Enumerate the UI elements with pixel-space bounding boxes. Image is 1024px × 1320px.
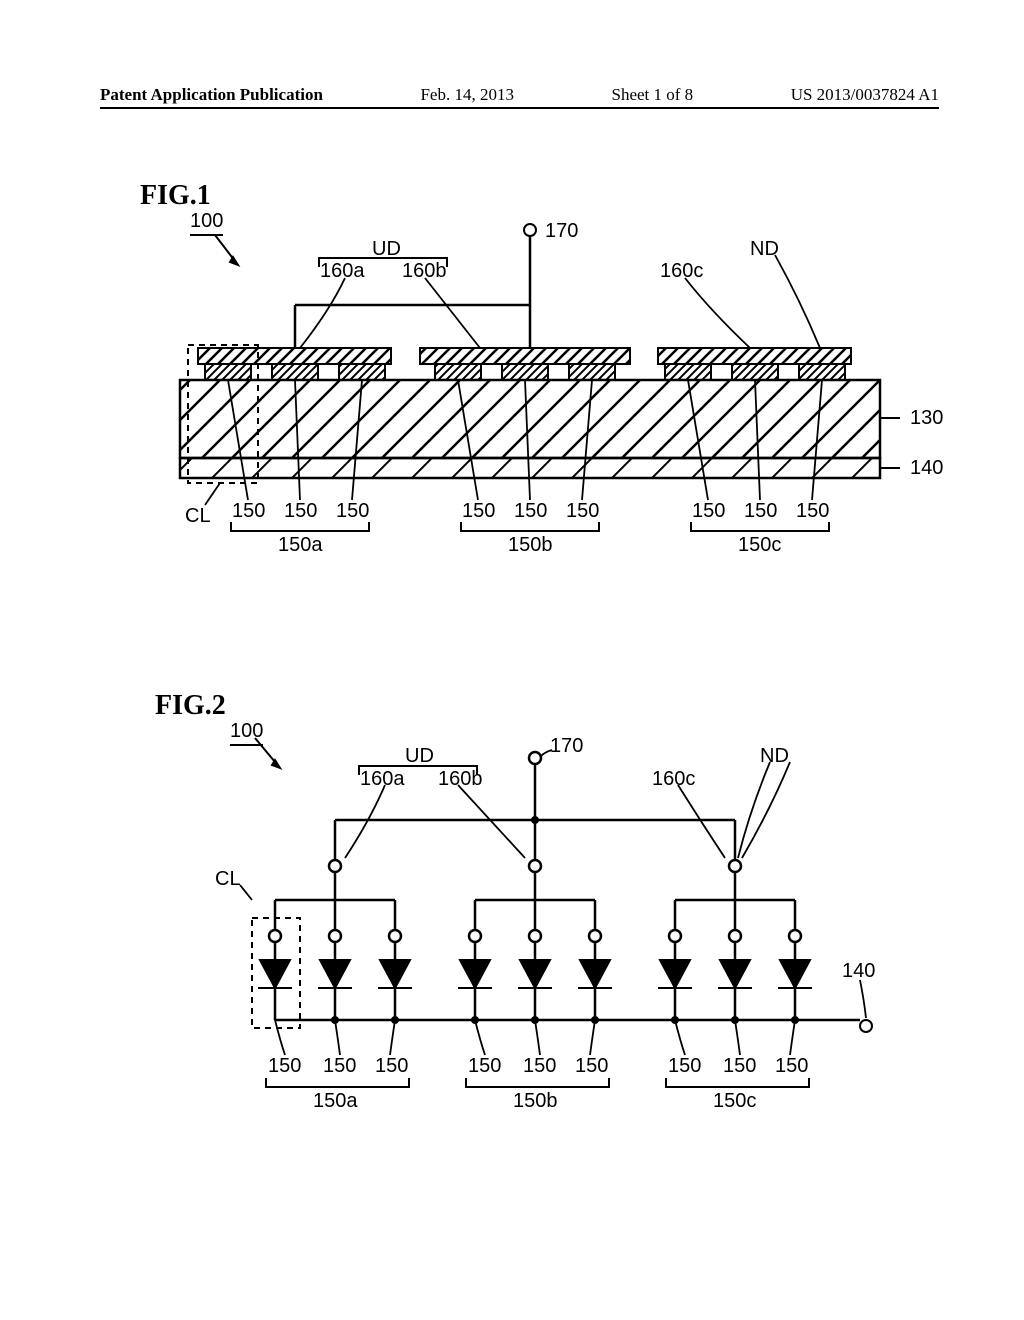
fig2-ref-100: 100 <box>230 720 263 746</box>
fig1-ref-160c: 160c <box>660 260 703 283</box>
sheet-label: Sheet 1 of 8 <box>611 85 693 105</box>
publication-label: Patent Application Publication <box>100 85 323 105</box>
date-label: Feb. 14, 2013 <box>420 85 514 105</box>
fig1-ref-150-5: 150 <box>514 500 547 523</box>
fig2-ref-140: 140 <box>842 960 875 983</box>
fig2-ref-150-4: 150 <box>468 1055 501 1078</box>
page-header: Patent Application Publication Feb. 14, … <box>100 85 939 109</box>
fig1-ref-150-2: 150 <box>284 500 317 523</box>
fig2-ref-170: 170 <box>550 735 583 758</box>
fig2-ref-150-7: 150 <box>668 1055 701 1078</box>
fig1-ref-150a: 150a <box>278 534 323 557</box>
fig2-ref-160c: 160c <box>652 768 695 791</box>
fig2-ref-150c: 150c <box>713 1090 756 1113</box>
figure-1: 100 170 UD ND 160a 160b 160c 130 140 CL … <box>120 210 900 580</box>
fig2-brace-UD <box>358 765 478 775</box>
fig2-brace-150c <box>665 1078 810 1088</box>
fig1-ref-100: 100 <box>190 210 223 236</box>
fig2-brace-150a <box>265 1078 410 1088</box>
fig2-ref-CL: CL <box>215 868 241 891</box>
fig2-brace-150b <box>465 1078 610 1088</box>
patent-number: US 2013/0037824 A1 <box>791 85 939 105</box>
fig1-label: FIG.1 <box>140 180 211 212</box>
fig2-ref-150-8: 150 <box>723 1055 756 1078</box>
fig2-ref-150-9: 150 <box>775 1055 808 1078</box>
fig1-ref-ND: ND <box>750 238 779 261</box>
fig1-ref-150-1: 150 <box>232 500 265 523</box>
fig2-ref-ND: ND <box>760 745 789 768</box>
fig1-ref-150c: 150c <box>738 534 781 557</box>
fig1-brace-150a <box>230 522 370 532</box>
fig1-ref-150-7: 150 <box>692 500 725 523</box>
fig2-label: FIG.2 <box>155 690 226 722</box>
fig1-ref-150-8: 150 <box>744 500 777 523</box>
fig2-ref-150b: 150b <box>513 1090 558 1113</box>
fig1-ref-150-6: 150 <box>566 500 599 523</box>
fig1-ref-150b: 150b <box>508 534 553 557</box>
fig2-ref-150-5: 150 <box>523 1055 556 1078</box>
fig1-ref-150-4: 150 <box>462 500 495 523</box>
fig1-brace-150c <box>690 522 830 532</box>
fig1-ref-150-9: 150 <box>796 500 829 523</box>
fig2-ref-150-1: 150 <box>268 1055 301 1078</box>
figure-2: 100 170 UD ND 160a 160b 160c CL 140 150 … <box>180 720 880 1140</box>
fig1-brace-150b <box>460 522 600 532</box>
fig2-ref-150a: 150a <box>313 1090 358 1113</box>
fig1-ref-CL: CL <box>185 505 211 528</box>
fig1-ref-130: 130 <box>910 407 943 430</box>
fig1-ref-150-3: 150 <box>336 500 369 523</box>
fig2-ref-150-6: 150 <box>575 1055 608 1078</box>
fig1-brace-UD <box>318 257 448 267</box>
fig2-ref-150-3: 150 <box>375 1055 408 1078</box>
fig2-ref-150-2: 150 <box>323 1055 356 1078</box>
fig1-ref-140: 140 <box>910 457 943 480</box>
fig1-ref-170: 170 <box>545 220 578 243</box>
